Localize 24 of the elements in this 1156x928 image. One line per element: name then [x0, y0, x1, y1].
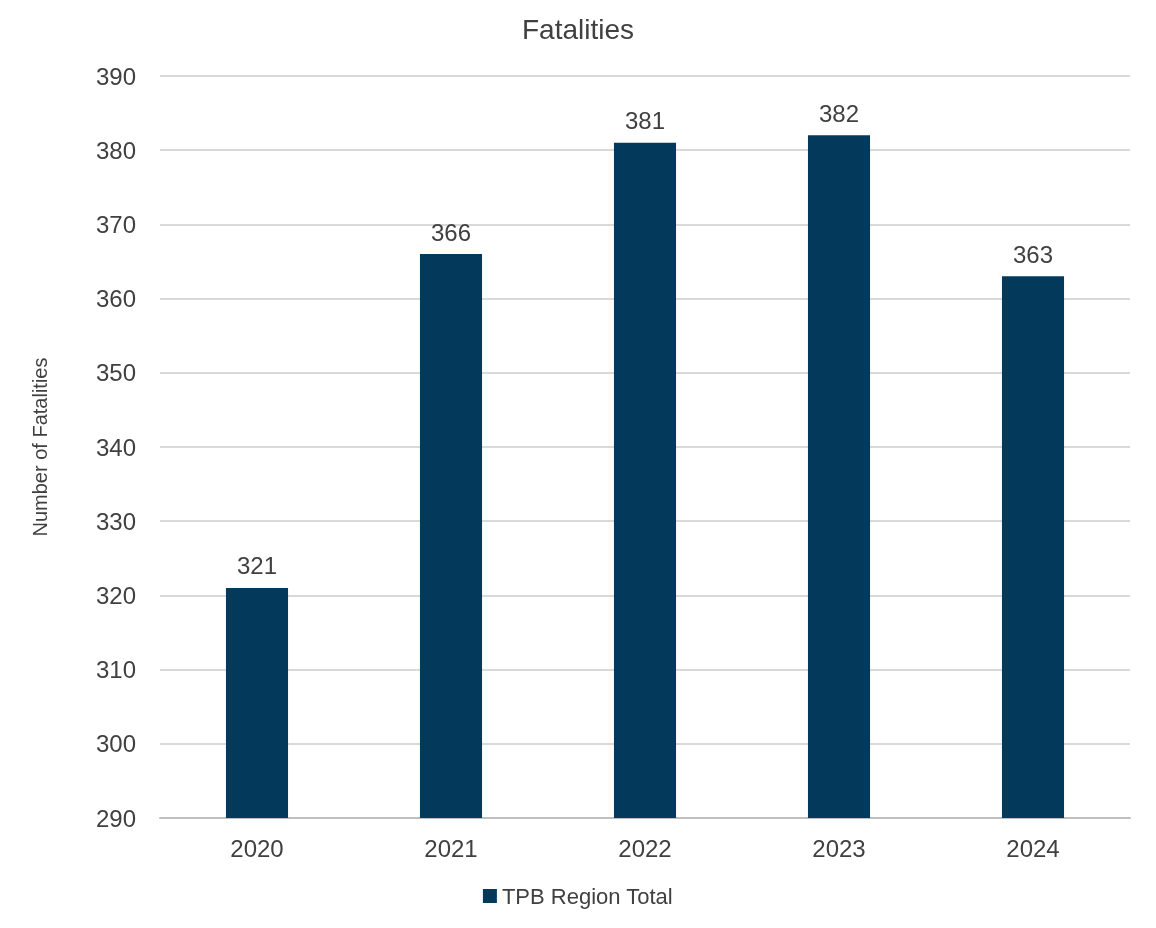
y-tick-label: 380	[95, 136, 136, 164]
y-tick-label: 340	[95, 433, 136, 461]
y-tick-label: 290	[95, 804, 136, 832]
y-tick-label: 350	[95, 359, 136, 387]
data-label: 382	[818, 99, 860, 127]
x-tick-label: 2022	[618, 834, 672, 862]
x-tick-label: 2021	[424, 834, 478, 862]
chart-title: Fatalities	[521, 13, 635, 45]
x-tick-label: 2023	[812, 834, 866, 862]
legend-label: TPB Region Total	[501, 883, 673, 909]
x-tick-label: 2024	[1006, 834, 1060, 862]
y-tick-label: 300	[95, 730, 136, 758]
data-label: 321	[236, 552, 278, 580]
y-tick-label: 330	[95, 507, 136, 535]
data-label: 366	[430, 218, 472, 246]
y-tick-label: 370	[95, 210, 136, 238]
y-tick-label: 390	[95, 62, 136, 90]
x-tick-label: 2020	[230, 834, 284, 862]
data-label: 363	[1012, 240, 1054, 268]
y-tick-label: 310	[95, 656, 136, 684]
data-label: 381	[624, 107, 666, 135]
y-axis-title: Number of Fatalities	[29, 357, 51, 537]
y-tick-label: 320	[95, 581, 136, 609]
y-tick-label: 360	[95, 285, 136, 313]
